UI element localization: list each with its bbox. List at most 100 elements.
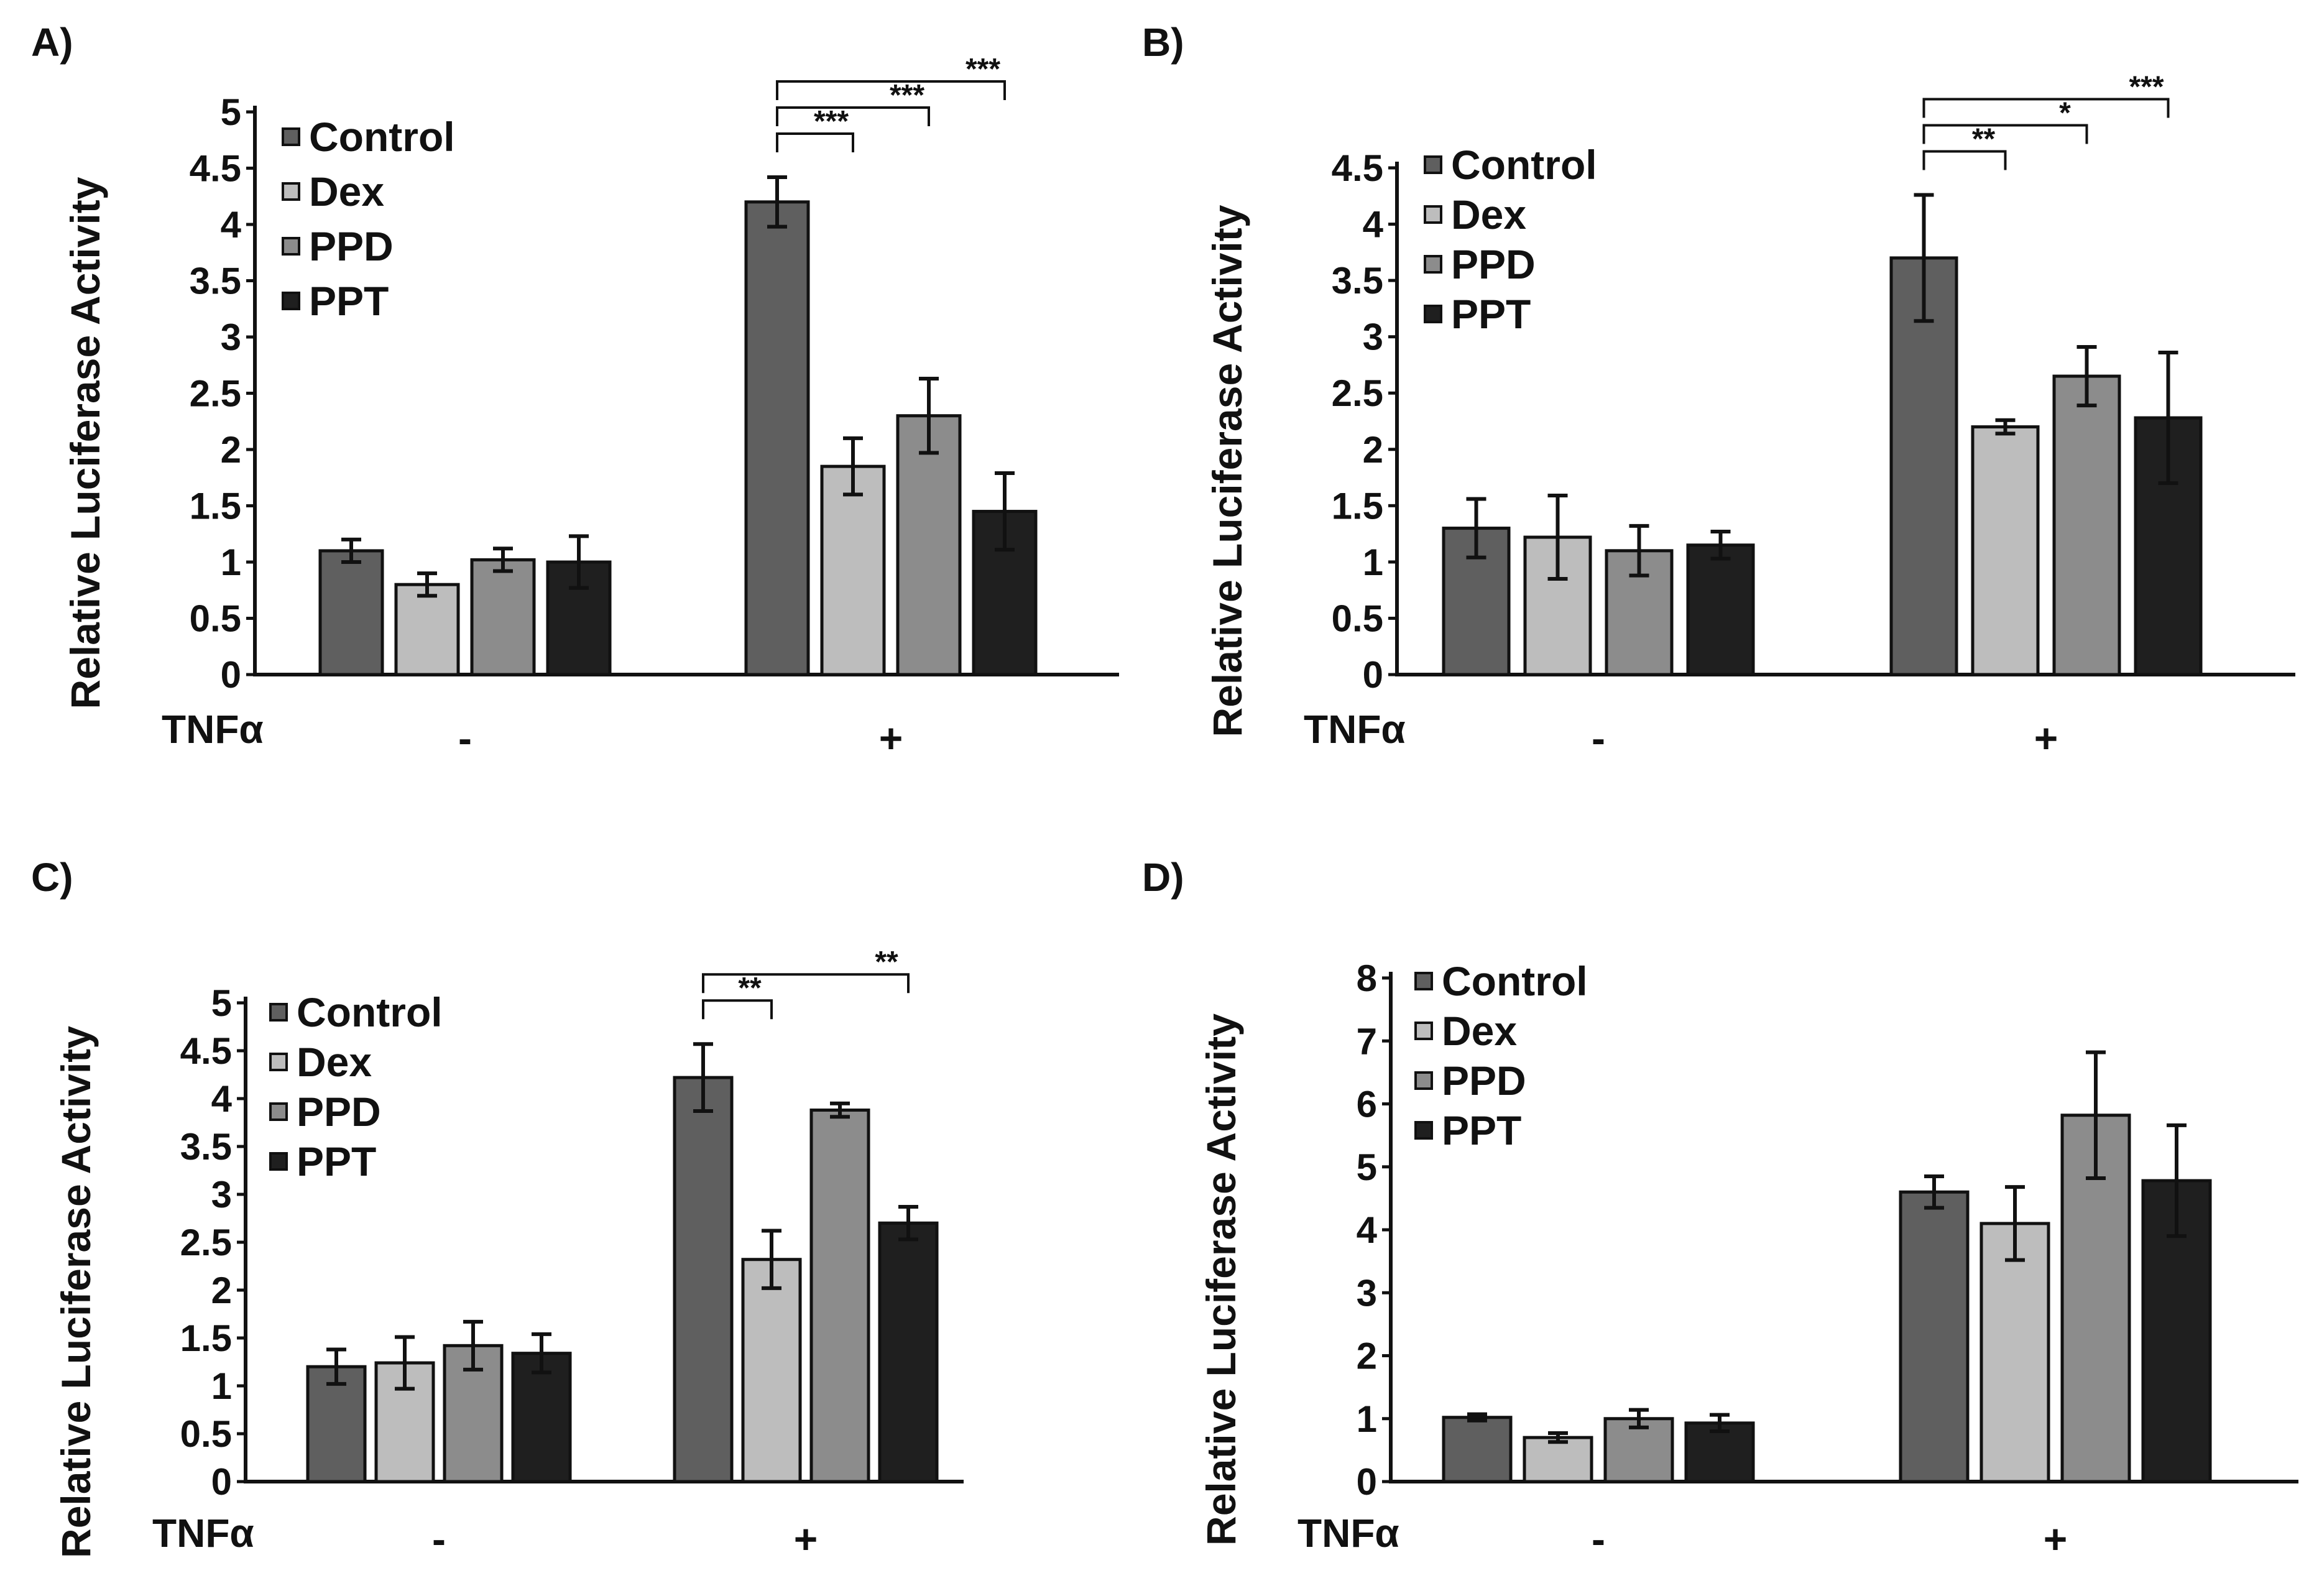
legend-swatch-ppt [269, 1152, 288, 1171]
legend-swatch-dex [1414, 1022, 1433, 1040]
legend-label-ppt: PPT [1451, 291, 1531, 337]
panel-c: C) Relative Luciferase Activity 0 0.5 1 1.5 2 2… [31, 855, 964, 1562]
y-axis-label: Relative Luciferase Activity [62, 177, 108, 709]
panel-label: B) [1142, 20, 1184, 65]
y-tick-label: 2 [1357, 1335, 1377, 1377]
legend-label-control: Control [1442, 958, 1588, 1004]
bar-control-plus [673, 1076, 734, 1483]
significance-label: ** [1972, 122, 1996, 155]
legend-swatch-control [282, 127, 300, 146]
y-axis-label: Relative Luciferase Activity [1204, 205, 1250, 737]
significance-bracket [1922, 150, 2007, 170]
bar-ppd-plus [896, 414, 962, 676]
y-tick-label: 8 [1357, 957, 1377, 999]
panel-label: D) [1142, 855, 1184, 900]
legend-swatch-ppt [1414, 1121, 1433, 1140]
legend-swatch-ppd [269, 1102, 288, 1121]
y-tick-label: 0 [221, 654, 241, 696]
condition-label: TNFα [1297, 1511, 1399, 1556]
y-tick-label: 3 [221, 316, 241, 358]
significance-bracket [776, 80, 1006, 100]
group-label-plus: + [2034, 715, 2058, 761]
significance-label: *** [890, 79, 924, 112]
bar-control-minus [318, 549, 384, 676]
y-tick-label: 1.5 [1332, 485, 1383, 527]
condition-label: TNFα [1304, 707, 1406, 752]
y-tick-label: 4 [1357, 1209, 1378, 1251]
bar-dex-plus [741, 1258, 802, 1483]
legend-swatch-dex [269, 1053, 288, 1071]
significance-bracket [1922, 98, 2170, 118]
legend-label-dex: Dex [297, 1039, 372, 1085]
group-label-minus: - [432, 1516, 446, 1562]
legend-label-ppd: PPD [1451, 241, 1536, 287]
y-tick-label: 2 [211, 1270, 232, 1311]
y-tick-label: 2.5 [180, 1222, 232, 1263]
bar-control-plus [1899, 1190, 1970, 1483]
legend-label-control: Control [1451, 142, 1597, 188]
condition-label: TNFα [162, 707, 264, 752]
significance-label: ** [875, 946, 898, 979]
y-tick-label: 0 [1363, 654, 1383, 696]
bar-dex-plus [820, 464, 886, 676]
group-label-plus: + [2044, 1516, 2068, 1562]
significance-label: ** [738, 972, 762, 1005]
y-axis-label: Relative Luciferase Activity [1198, 1013, 1244, 1546]
y-tick-label: 2.5 [190, 373, 241, 415]
significance-label: *** [966, 53, 1000, 86]
group-label-minus: - [458, 715, 472, 761]
y-tick-label: 2.5 [1332, 372, 1383, 414]
group-label-plus: + [879, 715, 903, 761]
y-tick-label: 0.5 [180, 1413, 232, 1455]
y-tick-label: 3.5 [190, 261, 241, 302]
panel-label: A) [31, 20, 73, 65]
y-tick-label: 1.5 [190, 486, 241, 527]
bar-control-minus [1442, 1416, 1513, 1483]
legend-label-dex: Dex [1451, 191, 1526, 238]
significance-bracket [776, 132, 854, 152]
significance-bracket [702, 973, 910, 994]
y-tick-label: 1 [221, 542, 241, 583]
legend-label-ppt: PPT [1442, 1107, 1521, 1153]
legend-label-control: Control [309, 114, 455, 160]
bar-dex-minus [1523, 1436, 1593, 1483]
panel-b: B) Relative Luciferase Activity 0 0.5 1 1.5 2 2… [1142, 20, 2295, 761]
legend-swatch-ppd [282, 237, 300, 256]
bar-dex-plus [1971, 425, 2040, 676]
bar-control-minus [306, 1365, 367, 1483]
y-axis-label: Relative Luciferase Activity [53, 1026, 99, 1558]
y-tick-label: 1.5 [180, 1317, 232, 1359]
legend-label-ppd: PPD [309, 223, 394, 269]
legend-swatch-ppt [1424, 305, 1442, 323]
group-label-minus: - [1592, 715, 1605, 761]
y-tick-label: 0.5 [1332, 597, 1383, 639]
legend-label-dex: Dex [309, 168, 384, 214]
bar-ppt-minus [1686, 543, 1755, 676]
significance-label: *** [2129, 70, 2164, 103]
legend-swatch-ppd [1414, 1071, 1433, 1090]
significance-bracket [776, 106, 930, 126]
significance-bracket [1922, 124, 2088, 144]
legend-label-control: Control [297, 989, 443, 1035]
y-tick-label: 5 [211, 982, 232, 1024]
y-tick-label: 0.5 [190, 598, 241, 640]
y-tick-label: 3 [1363, 316, 1383, 358]
y-tick-label: 4 [1363, 204, 1384, 246]
bar-ppd-plus [809, 1108, 870, 1483]
bar-dex-minus [394, 583, 460, 676]
legend-label-ppd: PPD [1442, 1058, 1526, 1104]
group-label-minus: - [1592, 1516, 1605, 1562]
y-tick-label: 4.5 [180, 1030, 232, 1072]
legend-label-ppt: PPT [297, 1138, 376, 1184]
bar-control-plus [1889, 256, 1958, 676]
y-tick-label: 3 [211, 1174, 232, 1215]
y-tick-label: 2 [221, 429, 241, 471]
y-tick-label: 0 [211, 1461, 232, 1503]
condition-label: TNFα [152, 1511, 254, 1556]
y-tick-label: 4.5 [190, 148, 241, 190]
y-tick-label: 2 [1363, 429, 1383, 471]
y-tick-label: 3.5 [1332, 260, 1383, 302]
legend-swatch-control [269, 1003, 288, 1022]
legend-swatch-ppd [1424, 255, 1442, 274]
